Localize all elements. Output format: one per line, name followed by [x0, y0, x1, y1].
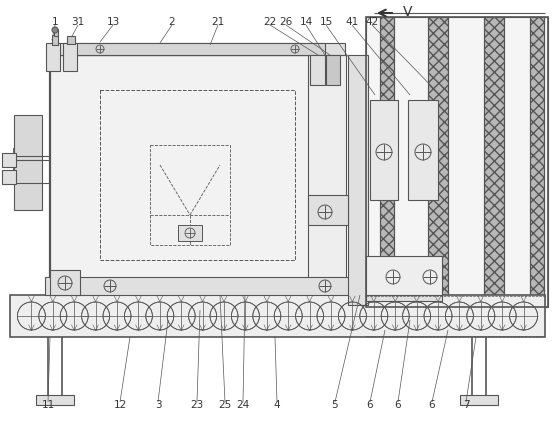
Bar: [308, 195, 348, 225]
Text: 5: 5: [332, 400, 338, 410]
Text: 1: 1: [52, 17, 58, 27]
Bar: [530, 17, 544, 307]
Text: 11: 11: [42, 400, 55, 410]
Bar: [366, 256, 442, 298]
Bar: [366, 17, 548, 307]
Bar: [484, 17, 504, 307]
Bar: [408, 100, 438, 200]
Circle shape: [52, 27, 58, 33]
Text: 6: 6: [429, 400, 435, 410]
Bar: [2, 170, 16, 184]
Bar: [46, 43, 60, 71]
Bar: [308, 55, 346, 305]
Bar: [326, 55, 340, 85]
Text: 22: 22: [263, 17, 276, 27]
Bar: [50, 43, 345, 55]
Text: 7: 7: [463, 400, 469, 410]
Bar: [100, 90, 295, 260]
Bar: [10, 295, 545, 337]
Text: 3: 3: [155, 400, 161, 410]
Text: V: V: [403, 5, 413, 19]
Bar: [52, 35, 58, 45]
Bar: [380, 17, 394, 307]
Bar: [14, 115, 42, 210]
Bar: [67, 36, 75, 44]
Text: 6: 6: [394, 400, 401, 410]
Bar: [530, 17, 544, 307]
Text: 13: 13: [106, 17, 120, 27]
Bar: [366, 17, 548, 307]
Bar: [484, 17, 504, 307]
Text: 24: 24: [237, 400, 250, 410]
Bar: [70, 43, 325, 55]
Bar: [45, 277, 350, 295]
Text: 4: 4: [274, 400, 280, 410]
Text: 41: 41: [345, 17, 358, 27]
Text: 31: 31: [71, 17, 85, 27]
Text: 12: 12: [114, 400, 127, 410]
Text: 6: 6: [367, 400, 373, 410]
Bar: [50, 55, 345, 295]
Bar: [63, 43, 77, 71]
Bar: [2, 153, 16, 167]
Text: 26: 26: [279, 17, 293, 27]
Bar: [54, 29, 58, 36]
Bar: [428, 17, 448, 307]
Text: 15: 15: [319, 17, 332, 27]
Text: 23: 23: [191, 400, 204, 410]
Bar: [460, 395, 498, 405]
Bar: [380, 17, 394, 307]
Text: 14: 14: [299, 17, 312, 27]
Bar: [370, 100, 398, 200]
Bar: [50, 270, 80, 295]
Bar: [36, 395, 74, 405]
Text: 21: 21: [212, 17, 224, 27]
Text: 2: 2: [168, 17, 175, 27]
Bar: [348, 55, 368, 305]
Bar: [310, 55, 325, 85]
Bar: [178, 225, 202, 241]
Text: 25: 25: [218, 400, 232, 410]
Bar: [428, 17, 448, 307]
Text: 42: 42: [366, 17, 378, 27]
Bar: [366, 295, 442, 301]
Bar: [150, 145, 230, 245]
